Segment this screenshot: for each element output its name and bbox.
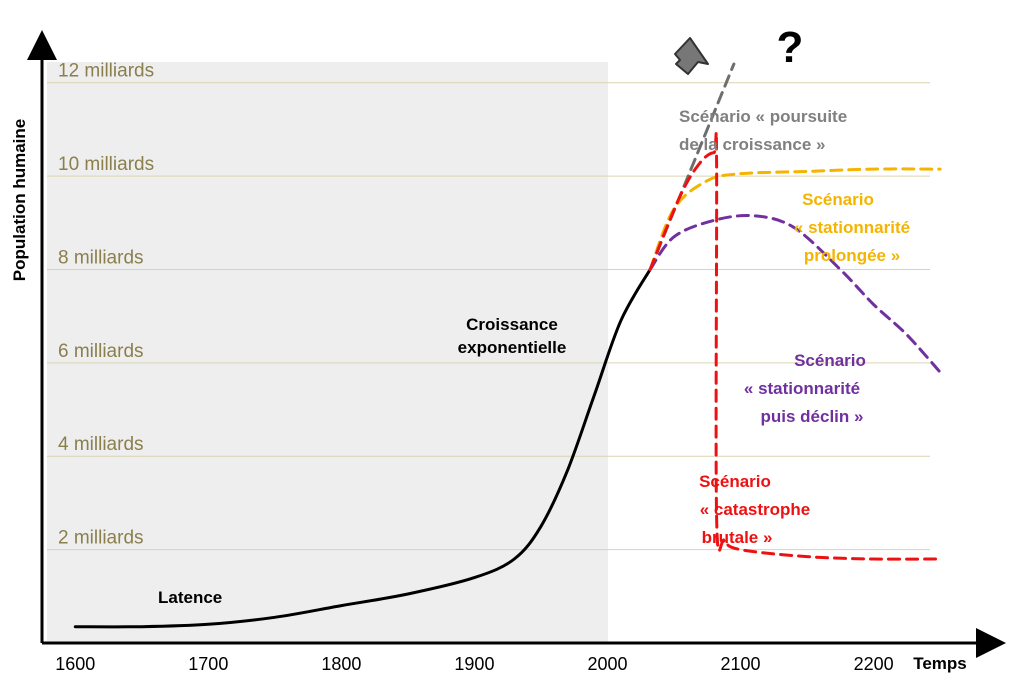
scenario-plateau-line3: prolongée » [804,246,900,265]
croissance-label-line1: Croissance [466,315,558,334]
historical-shaded-region [47,62,608,643]
x-tick-label: 2200 [854,654,894,674]
x-tick-label: 1600 [55,654,95,674]
y-gridline-label: 4 milliards [58,434,144,455]
scenario-collapse-line3: brutale » [702,528,773,547]
x-tick-label: 2000 [587,654,627,674]
scenario-plateau-line2: « stationnarité [794,218,910,237]
y-gridline-label: 6 milliards [58,341,144,362]
scenario-decline-line2: « stationnarité [744,379,860,398]
scenario-decline-line1: Scénario [794,351,866,370]
gridlines: 2 milliards 4 milliards 6 milliards 8 milli… [47,61,930,551]
scenario-growth-line [648,62,736,271]
scenario-growth-line2: de la croissance » [679,135,825,154]
scenario-decline-line3: puis déclin » [761,407,864,426]
scenario-collapse-line1: Scénario [699,472,771,491]
y-gridline-label: 10 milliards [58,154,154,175]
scenario-decline-line [648,214,942,374]
x-tick-label: 1900 [454,654,494,674]
y-gridline-label: 2 milliards [58,528,144,549]
x-tick-labels: 1600 1700 1800 1900 2000 2100 2200 [55,654,893,674]
x-axis-title: Temps [913,654,967,673]
question-mark: ? [777,23,804,72]
scenario-collapse-line [648,130,942,561]
scenario-collapse-line2: « catastrophe [700,500,811,519]
series-lines [73,62,942,629]
croissance-label-line2: exponentielle [458,338,567,357]
y-gridline-label: 8 milliards [58,247,144,268]
growth-arrow-icon [674,37,709,75]
scenario-growth-line1: Scénario « poursuite [679,107,847,126]
historical-curve [73,268,652,629]
y-axis-title: Population humaine [10,119,29,281]
x-tick-label: 2100 [721,654,761,674]
y-gridline-label: 12 milliards [58,61,154,82]
latence-label: Latence [158,588,222,607]
scenario-plateau-line1: Scénario [802,190,874,209]
x-tick-label: 1800 [321,654,361,674]
x-tick-label: 1700 [188,654,228,674]
